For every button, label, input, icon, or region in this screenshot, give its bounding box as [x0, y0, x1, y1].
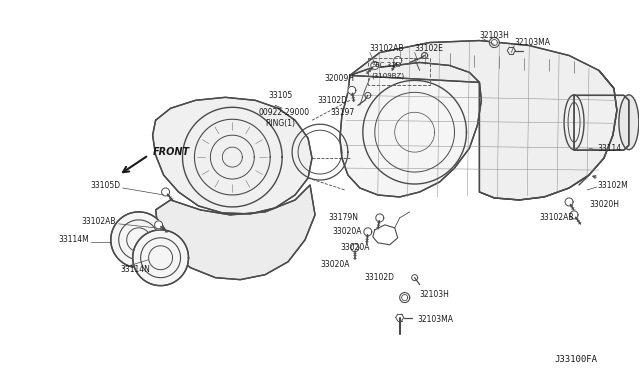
- Polygon shape: [565, 198, 573, 206]
- Polygon shape: [364, 228, 372, 236]
- Polygon shape: [400, 293, 410, 302]
- Text: 33020A: 33020A: [340, 243, 369, 252]
- Text: 00922-29000: 00922-29000: [258, 108, 309, 117]
- Polygon shape: [152, 97, 312, 214]
- Text: 33105: 33105: [268, 91, 292, 100]
- Polygon shape: [111, 212, 166, 268]
- Polygon shape: [371, 61, 379, 70]
- Ellipse shape: [564, 95, 584, 150]
- Text: 33105D: 33105D: [91, 180, 121, 189]
- Text: 33102AB: 33102AB: [370, 44, 404, 53]
- Text: 33020H: 33020H: [589, 201, 619, 209]
- Text: 33102E: 33102E: [415, 44, 444, 53]
- Text: 33114N: 33114N: [121, 265, 150, 274]
- Text: (3109BZ): (3109BZ): [372, 72, 405, 78]
- Text: 33102D: 33102D: [365, 273, 395, 282]
- Text: 32103H: 32103H: [479, 31, 509, 40]
- Text: 33197: 33197: [330, 108, 354, 117]
- Polygon shape: [161, 188, 170, 196]
- Text: J33100FA: J33100FA: [554, 355, 597, 364]
- Ellipse shape: [619, 95, 639, 150]
- Text: RING(1): RING(1): [265, 119, 295, 128]
- Text: 33102M: 33102M: [597, 180, 628, 189]
- Polygon shape: [350, 41, 617, 200]
- Polygon shape: [340, 62, 481, 197]
- Polygon shape: [490, 38, 499, 48]
- Polygon shape: [570, 211, 578, 219]
- Polygon shape: [348, 86, 356, 94]
- Text: 33020A: 33020A: [320, 260, 349, 269]
- Text: 33114: 33114: [597, 144, 621, 153]
- Text: 32009H: 32009H: [325, 74, 355, 83]
- Text: 32103MA: 32103MA: [515, 38, 550, 47]
- Text: 33102AB: 33102AB: [81, 217, 116, 227]
- Polygon shape: [574, 95, 629, 150]
- Polygon shape: [376, 214, 384, 222]
- Polygon shape: [132, 230, 189, 286]
- Text: FRONT: FRONT: [152, 147, 189, 157]
- Text: 33102AB: 33102AB: [539, 214, 573, 222]
- Polygon shape: [155, 221, 163, 229]
- Text: 33114M: 33114M: [58, 235, 89, 244]
- Text: 33102D: 33102D: [318, 96, 348, 105]
- Text: 32103H: 32103H: [420, 290, 449, 299]
- Text: SEC.31D: SEC.31D: [372, 62, 402, 68]
- Text: 33020A: 33020A: [332, 227, 362, 236]
- Polygon shape: [156, 185, 315, 280]
- Text: 33179N: 33179N: [328, 214, 358, 222]
- Text: 32103MA: 32103MA: [418, 315, 454, 324]
- Polygon shape: [351, 244, 359, 252]
- Polygon shape: [394, 57, 402, 64]
